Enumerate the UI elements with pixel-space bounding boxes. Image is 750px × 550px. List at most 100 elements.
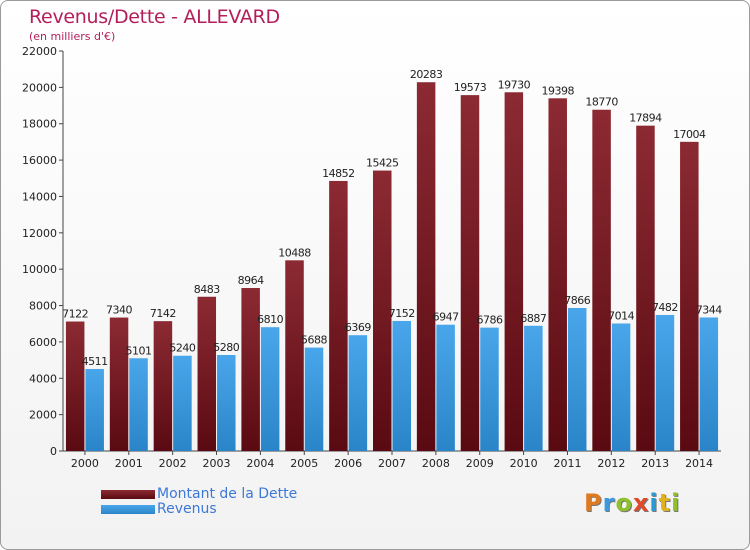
y-tick-label: 22000	[22, 45, 57, 58]
bar-revenue	[655, 314, 675, 451]
bar-debt	[636, 125, 655, 452]
data-label-debt: 17004	[673, 128, 706, 141]
legend-label-revenue: Revenus	[157, 501, 217, 517]
y-tick-label: 0	[50, 445, 57, 458]
data-label-revenue: 7344	[696, 303, 722, 316]
brand-logo-letter: i	[671, 489, 681, 517]
data-label-debt: 7122	[62, 308, 88, 321]
x-tick-label: 2005	[290, 457, 318, 470]
data-label-revenue: 7152	[389, 307, 415, 320]
data-label-revenue: 7014	[608, 309, 634, 322]
y-tick-label: 20000	[22, 81, 57, 94]
bar-revenue	[611, 323, 631, 451]
brand-logo: Proxiti	[584, 489, 680, 517]
y-tick-label: 8000	[29, 300, 57, 313]
legend-swatch-debt	[101, 490, 155, 499]
data-label-debt: 7142	[150, 307, 176, 320]
x-tick-label: 2000	[71, 457, 99, 470]
bar-debt	[109, 317, 129, 451]
bar-debt	[373, 170, 392, 451]
data-label-revenue: 5240	[169, 342, 195, 355]
data-label-revenue: 5101	[126, 344, 152, 357]
data-label-revenue: 6786	[476, 314, 502, 327]
bar-debt	[153, 321, 173, 451]
data-label-revenue: 6369	[345, 321, 371, 334]
data-label-revenue: 6887	[520, 312, 546, 325]
brand-logo-letter: o	[615, 489, 633, 517]
data-label-revenue: 7482	[652, 301, 678, 314]
x-tick-label: 2014	[685, 457, 713, 470]
bar-revenue	[85, 368, 104, 451]
legend-swatch-revenue	[101, 505, 155, 514]
brand-logo-letter: x	[632, 489, 650, 517]
data-label-revenue: 5280	[213, 341, 239, 354]
y-tick-label: 4000	[29, 372, 57, 385]
x-tick-label: 2009	[466, 457, 494, 470]
bar-debt	[548, 98, 567, 452]
data-label-revenue: 7866	[564, 294, 590, 307]
bar-revenue	[480, 327, 499, 451]
bar-revenue	[173, 355, 192, 451]
y-tick-label: 2000	[29, 409, 57, 422]
axes: 0 2000 4000 6000 8000 10000 12000 14000 16000 180…	[22, 45, 721, 470]
data-label-debt: 15425	[366, 157, 399, 170]
x-tick-label: 2001	[115, 457, 143, 470]
data-label-debt: 19573	[454, 81, 487, 94]
data-label-revenue: 5688	[301, 334, 327, 347]
data-label-revenue: 4511	[82, 355, 108, 368]
legend-label-debt: Montant de la Dette	[157, 486, 298, 502]
x-tick-label: 2004	[246, 457, 274, 470]
bar-revenue	[524, 325, 543, 451]
bar-debt	[416, 82, 436, 451]
x-tick-label: 2011	[553, 457, 581, 470]
brand-logo-letter: r	[602, 489, 616, 517]
bars	[65, 82, 719, 452]
x-tick-label: 2010	[510, 457, 538, 470]
data-label-revenue: 6810	[257, 313, 283, 326]
x-tick-label: 2013	[641, 457, 669, 470]
x-tick-label: 2007	[378, 457, 406, 470]
data-label-debt: 19730	[498, 78, 531, 91]
chart-subtitle: (en milliers d'€)	[29, 30, 116, 43]
bar-revenue	[304, 347, 324, 451]
y-tick-label: 6000	[29, 336, 57, 349]
bar-debt	[329, 180, 348, 452]
data-label-debt: 18770	[585, 96, 618, 109]
data-label-debt: 19398	[541, 84, 574, 97]
bar-revenue	[348, 335, 368, 451]
x-tick-label: 2003	[203, 457, 231, 470]
y-tick-label: 10000	[22, 263, 57, 276]
brand-logo-letter: i	[649, 489, 659, 517]
bar-debt	[592, 109, 611, 452]
brand-logo-letter: P	[584, 489, 603, 517]
data-labels: 7122 4511 7340 5101 7142 5240 8483 5280 8964 6810…	[62, 68, 723, 368]
y-tick-label: 16000	[22, 154, 57, 167]
chart-title: Revenus/Dette - ALLEVARD	[29, 6, 280, 28]
data-label-debt: 7340	[106, 304, 132, 317]
bar-debt	[285, 260, 304, 451]
y-tick-label: 14000	[22, 190, 57, 203]
bar-revenue	[260, 327, 280, 451]
bar-revenue	[699, 317, 719, 451]
bar-debt	[65, 321, 85, 451]
bar-debt	[241, 288, 260, 451]
x-tick-label: 2006	[334, 457, 362, 470]
data-label-debt: 8964	[238, 274, 264, 287]
data-label-debt: 8483	[194, 283, 220, 296]
bar-revenue	[567, 307, 587, 451]
data-label-revenue: 6947	[433, 311, 459, 324]
brand-logo-letter: t	[658, 489, 672, 517]
x-tick-label: 2012	[597, 457, 625, 470]
bar-debt	[504, 92, 524, 451]
data-label-debt: 20283	[410, 68, 443, 81]
y-tick-label: 12000	[22, 227, 57, 240]
bar-debt	[197, 296, 217, 451]
data-label-debt: 14852	[322, 167, 355, 180]
bar-debt	[460, 95, 480, 452]
bar-revenue	[436, 324, 455, 451]
x-tick-label: 2002	[159, 457, 187, 470]
data-label-debt: 10488	[278, 246, 311, 259]
x-tick-label: 2008	[422, 457, 450, 470]
